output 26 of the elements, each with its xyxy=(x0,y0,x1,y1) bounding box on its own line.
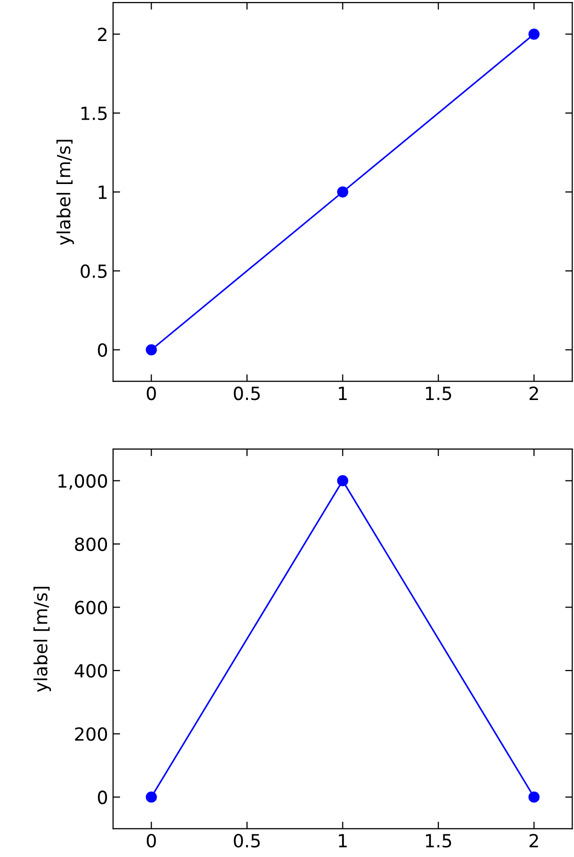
x-tick-label: 2 xyxy=(530,834,538,848)
y-tick-label: 1 xyxy=(98,186,107,199)
x-tick-label: 1.5 xyxy=(426,834,452,848)
x-tick-label: 0.5 xyxy=(234,386,260,400)
y-tick-label: 1,000 xyxy=(58,474,108,490)
point xyxy=(528,28,540,40)
y-tick-label: 0 xyxy=(98,790,108,804)
y-tick-label: 0.5 xyxy=(80,264,107,278)
x-tick-label: 2 xyxy=(530,386,538,400)
x-tick-label: 0.5 xyxy=(234,834,260,848)
x-tick-label: 0 xyxy=(146,386,156,400)
y-tick-label: 800 xyxy=(74,537,108,552)
y-tick-label: 400 xyxy=(74,664,108,678)
y-tick-label: 0 xyxy=(98,343,108,357)
y-tick-label: 2 xyxy=(98,28,106,41)
x-tick-label: 1 xyxy=(338,386,347,400)
point xyxy=(146,344,157,356)
x-tick-label: 1.5 xyxy=(426,386,452,400)
x-tick-label: 1 xyxy=(338,834,347,848)
y-tick-label: 200 xyxy=(75,727,108,741)
y-axis-title: ylabel [m/s] xyxy=(56,140,74,246)
y-tick-label: 1.5 xyxy=(81,106,107,120)
point xyxy=(337,186,348,198)
x-tick-label: 0 xyxy=(146,834,156,848)
y-tick-label: 600 xyxy=(75,600,108,614)
y-axis-title: ylabel [m/s] xyxy=(33,586,51,692)
